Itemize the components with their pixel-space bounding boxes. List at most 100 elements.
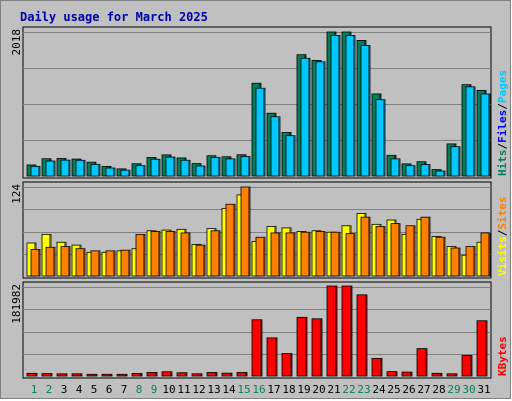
- bar-shadow: [173, 157, 175, 176]
- bar-sites-2: [45, 246, 56, 277]
- bar-kbytes-2: [41, 373, 53, 377]
- chart-panels: 2018 Hits/Files/Pages 124Visits/Sites18198…: [10, 26, 509, 379]
- bar-kbytes-12: [191, 373, 203, 377]
- bar-shadow: [308, 232, 310, 276]
- bars-kbytes: [26, 285, 488, 377]
- legend-label: /: [496, 229, 509, 236]
- bar-sites-7: [120, 249, 131, 277]
- bar-shadow: [98, 164, 100, 176]
- bar-shadow: [53, 247, 55, 276]
- legend-label: Files: [496, 110, 509, 143]
- bar-shadow: [443, 237, 445, 276]
- bars-visits: [26, 186, 491, 277]
- bar-pages-18: [285, 135, 296, 177]
- bar-kbytes-23: [356, 294, 368, 377]
- bar-shadow: [320, 319, 322, 376]
- bar-pages-27: [420, 164, 431, 177]
- bar-shadow: [293, 136, 295, 176]
- bar-pages-19: [300, 57, 311, 177]
- x-tick-label-20: 20: [312, 383, 325, 396]
- bar-shadow: [383, 100, 385, 176]
- bar-sites-30: [465, 246, 476, 277]
- bar-shadow: [68, 247, 70, 276]
- series-legend-hits: Hits/Files/Pages: [496, 70, 509, 176]
- bar-pages-31: [480, 93, 491, 177]
- bar-shadow: [263, 88, 265, 176]
- bar-shadow: [128, 170, 130, 176]
- bar-shadow: [260, 320, 262, 376]
- bar-shadow: [470, 355, 472, 376]
- bar-kbytes-9: [146, 372, 158, 377]
- x-tick-label-25: 25: [387, 383, 400, 396]
- bar-shadow: [485, 321, 487, 376]
- bar-kbytes-10: [161, 371, 173, 377]
- panel-hits: 2018 Hits/Files/Pages: [10, 26, 509, 179]
- bar-shadow: [80, 374, 82, 376]
- bar-pages-8: [135, 165, 146, 177]
- bar-sites-22: [345, 233, 356, 277]
- bar-kbytes-28: [431, 372, 443, 377]
- bar-shadow: [428, 217, 430, 276]
- bar-sites-4: [75, 248, 86, 277]
- bar-sites-15: [240, 186, 251, 277]
- bar-kbytes-30: [461, 355, 473, 377]
- bar-sites-11: [180, 232, 191, 277]
- x-tick-label-17: 17: [267, 383, 280, 396]
- bar-shadow: [338, 35, 340, 176]
- x-tick-label-7: 7: [121, 383, 128, 396]
- bar-sites-13: [210, 230, 221, 277]
- bar-pages-21: [330, 35, 341, 177]
- bar-shadow: [170, 372, 172, 376]
- bar-pages-1: [30, 165, 41, 177]
- bar-shadow: [188, 160, 190, 176]
- bar-sites-24: [375, 226, 386, 277]
- bar-sites-27: [420, 216, 431, 277]
- bar-kbytes-21: [326, 285, 338, 377]
- bar-shadow: [188, 233, 190, 276]
- bar-shadow: [428, 165, 430, 176]
- chart-title: Daily usage for March 2025: [20, 10, 208, 24]
- bar-shadow: [458, 248, 460, 276]
- y-axis-max-label: 2018: [10, 29, 23, 56]
- bar-shadow: [353, 35, 355, 176]
- bar-sites-14: [225, 203, 236, 277]
- bar-pages-15: [240, 156, 251, 177]
- bar-shadow: [368, 217, 370, 276]
- bar-kbytes-1: [26, 372, 38, 377]
- panel-visits: 124 Visits/Sites: [10, 181, 509, 279]
- bar-shadow: [68, 160, 70, 176]
- bar-shadow: [128, 250, 130, 276]
- bar-shadow: [425, 349, 427, 376]
- bar-pages-5: [90, 164, 101, 177]
- bar-shadow: [365, 295, 367, 376]
- panel-kbytes: 181982 KBytes: [10, 281, 509, 379]
- x-tick-label-1: 1: [31, 383, 38, 396]
- x-tick-label-5: 5: [91, 383, 98, 396]
- bar-shadow: [380, 358, 382, 376]
- x-tick-label-26: 26: [402, 383, 415, 396]
- bar-sites-9: [150, 231, 161, 277]
- bar-pages-10: [165, 156, 176, 177]
- legend-label: Sites: [496, 197, 509, 230]
- bar-shadow: [50, 374, 52, 376]
- bar-shadow: [35, 373, 37, 376]
- bar-pages-3: [60, 159, 71, 177]
- x-tick-label-29: 29: [447, 383, 460, 396]
- series-legend-visits: Visits/Sites: [496, 197, 509, 277]
- bar-pages-2: [45, 160, 56, 177]
- bar-pages-9: [150, 158, 161, 177]
- bar-pages-23: [360, 45, 371, 177]
- bar-shadow: [83, 160, 85, 176]
- x-tick-label-28: 28: [432, 383, 445, 396]
- x-tick-label-13: 13: [207, 383, 220, 396]
- bar-shadow: [383, 226, 385, 276]
- bar-kbytes-13: [206, 372, 218, 377]
- bar-shadow: [245, 372, 247, 376]
- bar-kbytes-29: [446, 373, 458, 377]
- bar-shadow: [155, 372, 157, 376]
- bar-shadow: [275, 338, 277, 376]
- bar-pages-30: [465, 86, 476, 177]
- bar-shadow: [473, 247, 475, 276]
- bar-pages-6: [105, 167, 116, 177]
